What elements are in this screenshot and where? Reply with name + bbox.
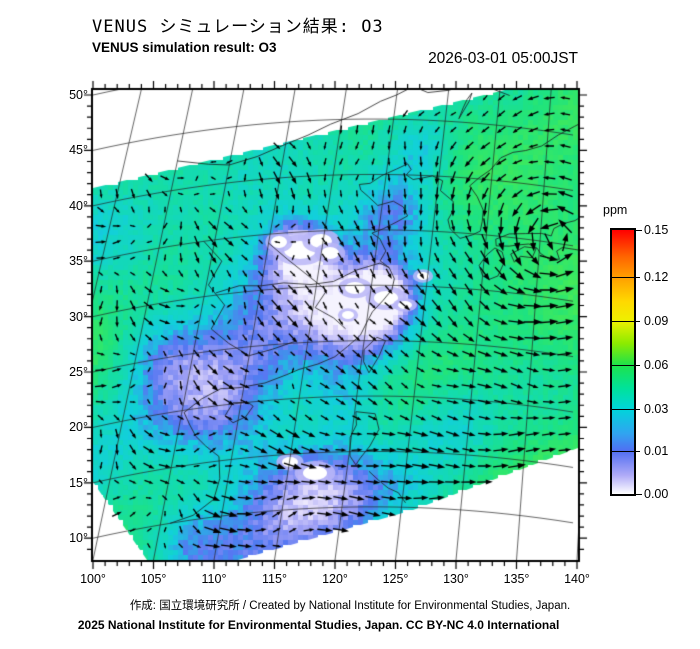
lon-tick-label: 125° (382, 572, 409, 586)
colorbar-tick-line (634, 230, 642, 231)
timestamp: 2026-03-01 05:00JST (428, 50, 578, 67)
lon-tick-label: 130° (443, 572, 469, 586)
colorbar-tick-label: 0.00 (644, 487, 669, 501)
lon-tick-label: 100° (80, 572, 106, 586)
colorbar-tick-line (610, 276, 640, 278)
lon-tick-label: 115° (262, 572, 287, 586)
colorbar-tick-line (610, 320, 640, 322)
lat-tick-label: 45° (69, 143, 88, 158)
lon-tick-label: 110° (201, 572, 227, 586)
colorbar-gradient (610, 228, 636, 496)
lat-tick-label: 50° (69, 88, 88, 102)
colorbar-unit-label: ppm (603, 203, 628, 217)
page-title-japanese: VENUS シミュレーション結果: O3 (92, 17, 384, 37)
colorbar-tick-label: 0.01 (644, 443, 669, 458)
colorbar-tick-line (610, 364, 640, 366)
colorbar-tick-label: 0.15 (644, 223, 669, 237)
lat-tick-label: 15° (69, 475, 88, 490)
page-title-english: VENUS simulation result: O3 (92, 40, 277, 55)
lat-tick-label: 25° (69, 365, 88, 379)
footer-license-text: ©2025 National Institute for Environment… (78, 618, 560, 632)
colorbar-tick-line (634, 494, 642, 495)
lon-tick-label: 105° (140, 572, 167, 586)
colorbar-tick-label: 0.12 (644, 269, 669, 284)
lat-tick-label: 40° (69, 198, 88, 213)
lon-tick-label: 120° (322, 572, 348, 586)
colorbar-tick-label: 0.06 (644, 357, 669, 372)
lat-tick-label: 35° (69, 254, 88, 269)
lat-tick-label: 30° (69, 309, 88, 324)
lat-tick-label: 10° (69, 531, 88, 546)
colorbar-tick-label: 0.03 (644, 401, 669, 416)
lon-tick-label: 135° (503, 572, 530, 586)
colorbar-tick-line (610, 408, 640, 410)
footer-credit: 作成: 国立環境研究所 / Created by National Instit… (129, 600, 571, 612)
footer-license: ©2025 National Institute for Environment… (78, 616, 638, 634)
colorbar-tick-line (610, 450, 640, 452)
lat-tick-label: 20° (69, 420, 88, 435)
lon-tick-label: 140° (564, 572, 590, 586)
colorbar-tick-label: 0.09 (644, 313, 669, 328)
